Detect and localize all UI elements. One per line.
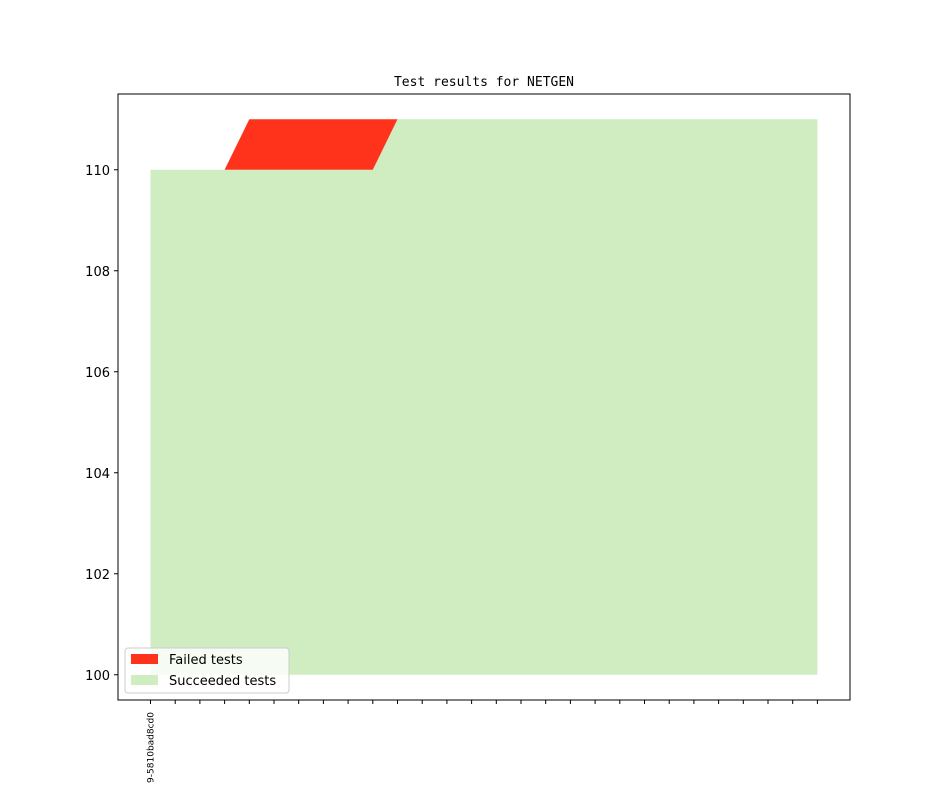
y-tick-label: 106 — [85, 366, 110, 381]
y-tick-label: 104 — [85, 467, 110, 482]
legend-box — [124, 647, 290, 694]
area-series-0 — [150, 119, 818, 675]
legend-label: Succeeded tests — [169, 674, 276, 689]
legend-swatch — [131, 654, 158, 664]
y-tick-label: 108 — [85, 265, 110, 280]
chart-title: Test results for NETGEN — [394, 75, 574, 90]
y-tick-label: 100 — [85, 669, 110, 684]
y-tick-label: 110 — [85, 164, 110, 179]
legend-swatch — [131, 675, 158, 685]
area-series-1 — [150, 119, 818, 170]
plot-areas — [150, 119, 818, 675]
legend: Failed tests Succeeded tests — [124, 647, 290, 694]
x-tick-label: 9-5810bad8cd0 — [147, 712, 157, 783]
y-axis: 100 102 104 106 108 110 — [85, 164, 118, 684]
axes-frame — [117, 93, 851, 701]
y-tick-label: 102 — [85, 568, 110, 583]
x-axis: 9-5810bad8cd0 — [147, 700, 818, 783]
legend-label: Failed tests — [169, 653, 243, 668]
